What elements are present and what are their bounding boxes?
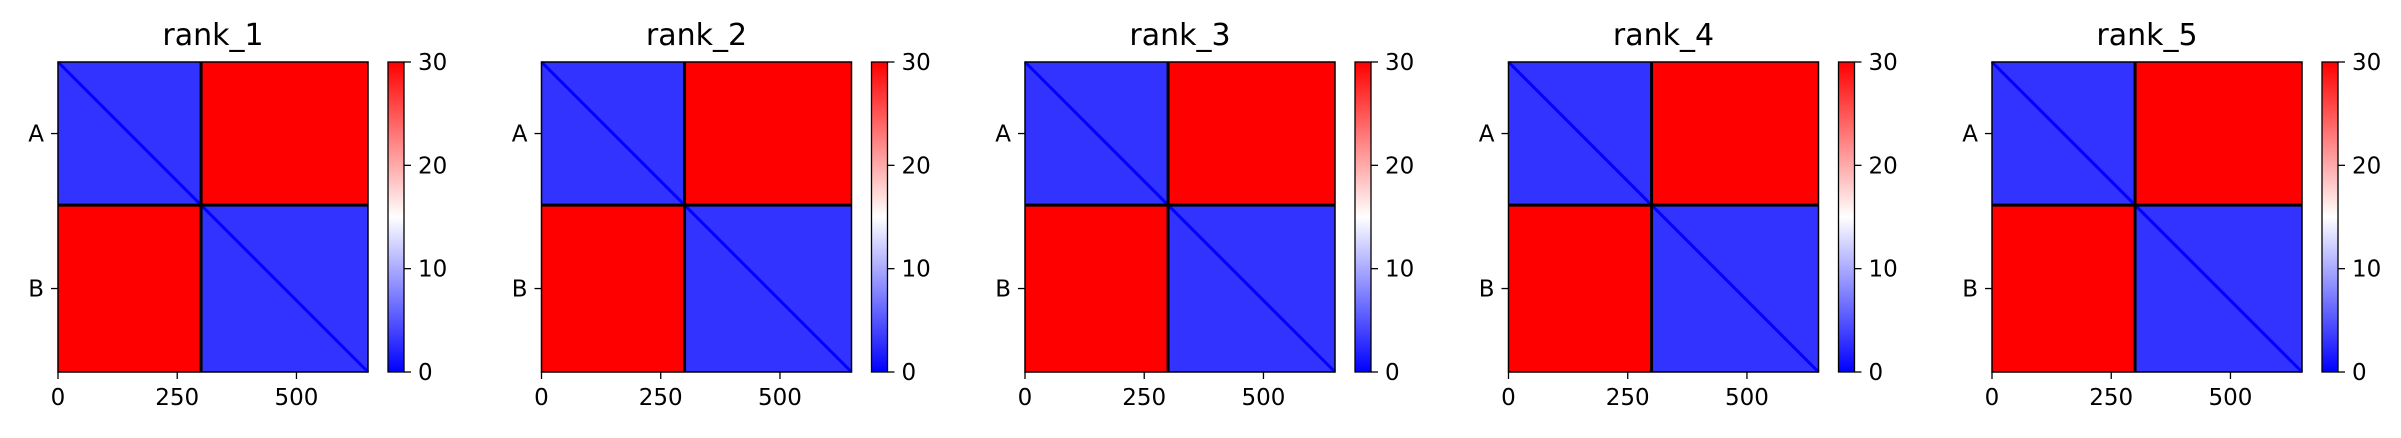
- x-tick-label: 500: [2209, 385, 2253, 411]
- pae-block-B-A: [58, 205, 202, 372]
- y-tick-label: A: [512, 122, 528, 148]
- y-tick-label: B: [995, 277, 1011, 303]
- colorbar-tick-label: 30: [418, 50, 447, 76]
- x-tick-label: 0: [1501, 385, 1516, 411]
- axes-frame: [1024, 61, 1336, 373]
- diagonal-B: [1650, 204, 1820, 374]
- panel-title: rank_5: [2096, 18, 2197, 53]
- diagonal-band: [1507, 60, 1820, 374]
- colorbar-gradient: [387, 61, 405, 373]
- x-tick-label: 500: [758, 385, 802, 411]
- y-tick-label: A: [28, 122, 44, 148]
- colorbar: 0 10 20 30: [387, 50, 447, 386]
- pae-block-A-B: [2135, 62, 2302, 206]
- axes-frame: [1507, 61, 1820, 373]
- y-tick-label: B: [1962, 277, 1978, 303]
- panel-title: rank_3: [1129, 18, 1230, 53]
- colorbar-tick-label: 0: [418, 360, 433, 386]
- colorbar-tick-label: 0: [902, 360, 917, 386]
- pae-block-A-B: [1168, 62, 1335, 206]
- y-tick-label: B: [512, 277, 528, 303]
- colorbar-tick-label: 0: [1385, 360, 1400, 386]
- x-tick-label: 0: [534, 385, 549, 411]
- axes-frame: [1991, 61, 2303, 373]
- colorbar-gradient: [2321, 61, 2339, 373]
- x-tick-label: 250: [639, 385, 683, 411]
- y-tick-label: A: [995, 122, 1011, 148]
- x-tick-label: 500: [1242, 385, 1286, 411]
- colorbar-gradient: [1354, 61, 1372, 373]
- pae-panel-3: rank_3 0 250 500 A B 0 10 20 30: [995, 18, 1414, 411]
- colorbar-tick-label: 20: [1385, 153, 1414, 179]
- pae-block-B-A: [1992, 205, 2136, 372]
- colorbar-tick-label: 10: [2352, 257, 2381, 283]
- pae-block-B-A: [541, 205, 685, 372]
- x-tick-label: 500: [275, 385, 319, 411]
- colorbar-gradient: [1837, 61, 1856, 373]
- diagonal-band: [1990, 60, 2304, 374]
- x-tick-label: 250: [155, 385, 199, 411]
- x-tick-label: 250: [1606, 385, 1650, 411]
- panel-title: rank_2: [646, 18, 747, 53]
- diagonal-A: [1507, 60, 1653, 207]
- panel-title: rank_4: [1613, 18, 1714, 53]
- pae-block-B-A: [1025, 205, 1169, 372]
- x-tick-label: 0: [51, 385, 66, 411]
- diagonal-B: [683, 204, 853, 374]
- x-tick-label: 0: [1018, 385, 1033, 411]
- y-tick-label: B: [28, 277, 44, 303]
- colorbar: 0 10 20 30: [1354, 50, 1414, 386]
- pae-panel-2: rank_2 0 250 500 A B 0 10 20 30: [512, 18, 931, 411]
- diagonal-A: [1023, 60, 1170, 207]
- axes-frame: [540, 61, 853, 373]
- colorbar-tick-label: 20: [1869, 153, 1898, 179]
- panel-title: rank_1: [162, 18, 263, 53]
- pae-block-A-B: [684, 62, 852, 206]
- colorbar-tick-label: 20: [902, 153, 931, 179]
- colorbar-gradient: [870, 61, 889, 373]
- colorbar-tick-label: 0: [1869, 360, 1884, 386]
- colorbar-tick-label: 10: [1869, 257, 1898, 283]
- x-tick-label: 0: [1985, 385, 2000, 411]
- x-tick-label: 250: [2089, 385, 2133, 411]
- diagonal-A: [56, 60, 203, 207]
- pae-panel-1: rank_1 0 250 500 A B 0 10 20 30: [28, 18, 447, 411]
- colorbar-tick-label: 20: [418, 153, 447, 179]
- pae-block-A-B: [1651, 62, 1819, 206]
- colorbar: 0 10 20 30: [870, 50, 931, 386]
- diagonal-band: [540, 60, 853, 374]
- pae-panel-4: rank_4 0 250 500 A B 0 10 20 30: [1479, 18, 1898, 411]
- colorbar: 0 10 20 30: [1837, 50, 1898, 386]
- colorbar-tick-label: 10: [902, 257, 931, 283]
- pae-panel-5: rank_5 0 250 500 A B 0 10 20 30: [1962, 18, 2381, 411]
- diagonal-band: [56, 60, 370, 374]
- diagonal-B: [2134, 204, 2304, 374]
- pae-block-A-B: [201, 62, 368, 206]
- colorbar-tick-label: 10: [1385, 257, 1414, 283]
- diagonal-A: [1990, 60, 2137, 207]
- colorbar-tick-label: 20: [2352, 153, 2381, 179]
- axes-frame: [57, 61, 369, 373]
- colorbar-tick-label: 10: [418, 257, 447, 283]
- colorbar-tick-label: 30: [1385, 50, 1414, 76]
- colorbar-tick-label: 30: [2352, 50, 2381, 76]
- colorbar-tick-label: 30: [902, 50, 931, 76]
- diagonal-B: [1167, 204, 1337, 374]
- colorbar-tick-label: 30: [1869, 50, 1898, 76]
- colorbar: 0 10 20 30: [2321, 50, 2381, 386]
- y-tick-label: B: [1479, 277, 1495, 303]
- pae-block-B-A: [1508, 205, 1652, 372]
- colorbar-tick-label: 0: [2352, 360, 2367, 386]
- y-tick-label: A: [1479, 122, 1495, 148]
- y-tick-label: A: [1962, 122, 1978, 148]
- x-tick-label: 250: [1122, 385, 1166, 411]
- x-tick-label: 500: [1725, 385, 1769, 411]
- diagonal-B: [200, 204, 370, 374]
- diagonal-A: [540, 60, 686, 207]
- diagonal-band: [1023, 60, 1337, 374]
